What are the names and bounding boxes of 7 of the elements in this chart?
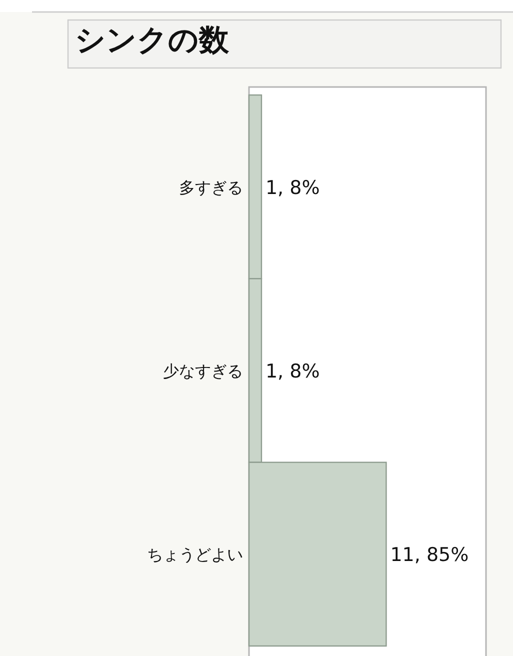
y-tick-label: 多すぎる: [179, 178, 243, 197]
chart-title: シンクの数: [75, 23, 230, 58]
data-label: 1, 8%: [265, 176, 320, 199]
data-label: 1, 8%: [265, 360, 320, 382]
y-tick-label: ちょうどよい: [147, 545, 243, 564]
data-label: 11, 85%: [390, 544, 469, 566]
y-tick-label: 少なすぎる: [163, 362, 243, 380]
